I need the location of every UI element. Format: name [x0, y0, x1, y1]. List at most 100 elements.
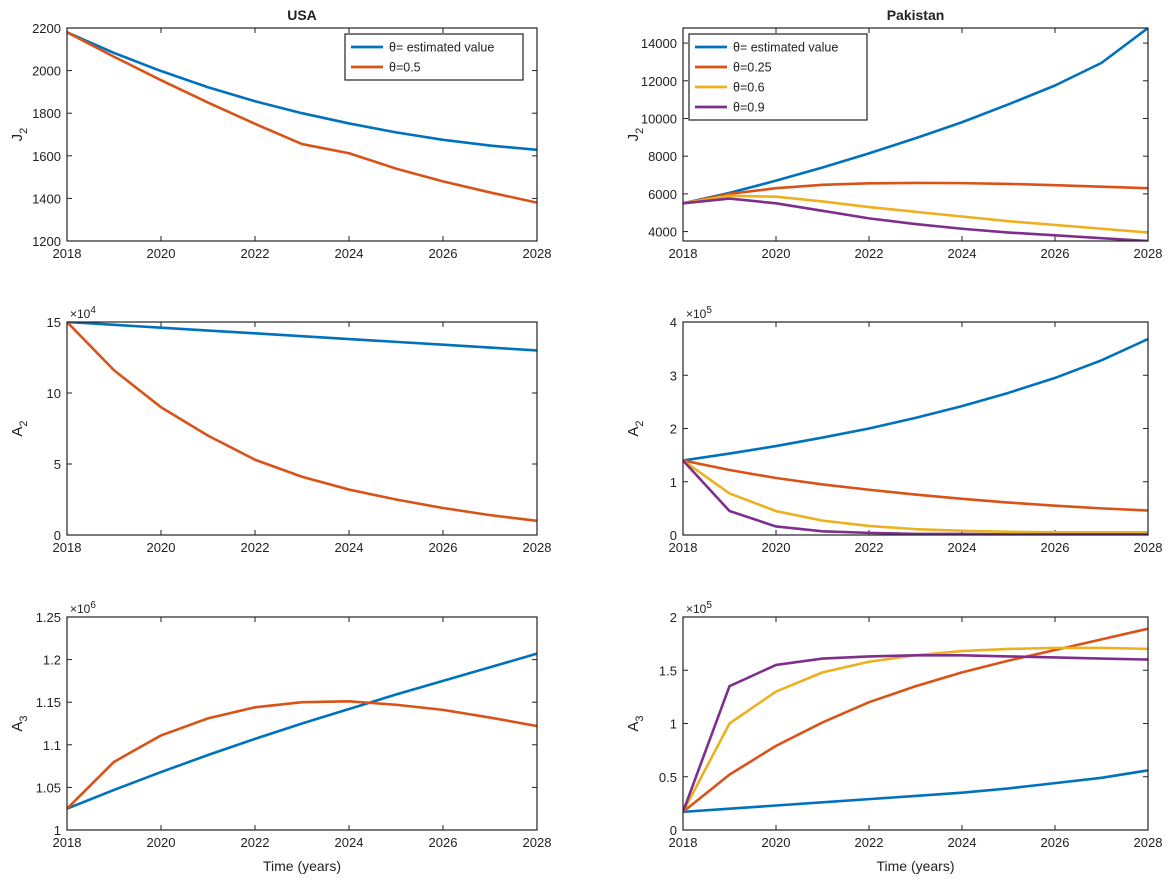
x-tick-label: 2020: [762, 246, 791, 261]
y-tick-label: 2: [670, 610, 677, 625]
x-tick-label: 2026: [1041, 835, 1070, 850]
x-tick-label: 2028: [1134, 835, 1163, 850]
axis-multiplier: ×105: [686, 600, 712, 616]
legend-label-2: θ=0.5: [389, 61, 421, 75]
x-tick-label: 2028: [523, 835, 552, 850]
x-tick-label: 2024: [948, 835, 977, 850]
y-axis-label-sub: 3: [18, 715, 30, 721]
y-axis-label: A3: [625, 715, 646, 731]
series-group: [67, 652, 537, 811]
y-tick-label: 1600: [32, 149, 61, 164]
axis-multiplier-base: ×10: [686, 602, 707, 616]
x-tick-label: 2022: [855, 540, 884, 555]
series-group: [67, 322, 537, 523]
y-axis-label-main: A: [625, 427, 642, 437]
y-tick-label: 1400: [32, 191, 61, 206]
y-tick-label: 10000: [641, 111, 677, 126]
series-line-2: [67, 700, 537, 811]
x-tick-label: 2018: [669, 246, 698, 261]
y-tick-label: 1: [54, 823, 61, 838]
series-line-4: [683, 197, 1148, 241]
x-tick-label: 2026: [429, 246, 458, 261]
axis-multiplier-exponent: 5: [706, 305, 712, 316]
y-tick-label: 4: [670, 315, 677, 330]
y-tick-label: 1: [670, 475, 677, 490]
legend-label-4: θ=0.9: [733, 101, 765, 115]
legend-label-3: θ=0.6: [733, 81, 765, 95]
axis-multiplier-base: ×10: [70, 307, 91, 321]
x-tick-label: 2028: [1134, 540, 1163, 555]
axis-multiplier: ×105: [686, 305, 712, 321]
axes-box: [682, 321, 1149, 536]
series-line-1: [67, 30, 537, 152]
axis-multiplier-base: ×10: [70, 602, 91, 616]
series-line-1: [683, 337, 1148, 462]
legend: θ= estimated value θ=0.25 θ=0.6 θ=0.9: [688, 33, 868, 121]
y-tick-label: 2200: [32, 21, 61, 36]
y-tick-label: 2000: [32, 64, 61, 79]
y-axis-label-main: A: [9, 427, 26, 437]
x-tick-label: 2024: [335, 540, 364, 555]
y-axis-label-sub: 2: [634, 128, 646, 134]
series-line-1: [67, 322, 537, 352]
x-axis-label: Time (years): [263, 858, 341, 874]
y-tick-label: 10: [47, 386, 61, 401]
chart-title: USA: [287, 7, 317, 23]
y-axis-label: A2: [625, 420, 646, 436]
y-tick-label: 5: [54, 457, 61, 472]
x-tick-label: 2024: [948, 540, 977, 555]
x-tick-label: 2026: [429, 540, 458, 555]
y-axis-label-sub: 2: [634, 420, 646, 426]
x-tick-label: 2020: [147, 540, 176, 555]
y-tick-label: 14000: [641, 36, 677, 51]
axis-multiplier: ×104: [70, 305, 96, 321]
y-tick-label: 1: [670, 717, 677, 732]
y-axis-label-sub: 3: [634, 715, 646, 721]
x-tick-label: 2024: [335, 835, 364, 850]
x-tick-label: 2018: [53, 540, 82, 555]
series-group: [683, 28, 1148, 241]
series-line-2: [683, 627, 1148, 814]
legend: θ= estimated value θ=0.5: [344, 33, 524, 81]
y-tick-label: 15: [47, 315, 61, 330]
x-tick-label: 2022: [241, 246, 270, 261]
x-tick-label: 2022: [241, 540, 270, 555]
x-tick-label: 2026: [1041, 540, 1070, 555]
series-line-2: [683, 181, 1148, 205]
y-tick-label: 2: [670, 422, 677, 437]
y-tick-label: 0: [670, 528, 677, 543]
series-line-3: [683, 194, 1148, 234]
y-tick-label: 3: [670, 368, 677, 383]
y-tick-label: 1.2: [43, 653, 61, 668]
x-tick-label: 2018: [53, 246, 82, 261]
x-tick-label: 2026: [429, 835, 458, 850]
x-tick-label: 2018: [669, 835, 698, 850]
y-tick-label: 1.15: [36, 695, 61, 710]
y-tick-label: 1.1: [43, 738, 61, 753]
x-tick-label: 2028: [1134, 246, 1163, 261]
x-tick-label: 2022: [241, 835, 270, 850]
x-tick-label: 2018: [669, 540, 698, 555]
series-line-2: [683, 459, 1148, 512]
x-tick-label: 2024: [948, 246, 977, 261]
series-group: [67, 30, 537, 204]
y-tick-label: 1200: [32, 234, 61, 249]
x-tick-label: 2022: [855, 835, 884, 850]
y-axis-label: A2: [9, 420, 30, 436]
plot-area: [67, 322, 537, 535]
series-line-3: [683, 459, 1148, 534]
x-tick-label: 2028: [523, 246, 552, 261]
y-tick-label: 1.05: [36, 780, 61, 795]
y-tick-label: 0: [54, 528, 61, 543]
y-tick-label: 12000: [641, 74, 677, 89]
y-axis-label-sub: 2: [18, 420, 30, 426]
axis-multiplier-base: ×10: [686, 307, 707, 321]
chart-panel-3: 2018 2020 2022 2024 2026 2028 0 5 10 15 A2 ×104: [9, 305, 551, 555]
series-group: [683, 627, 1148, 814]
plot-area: [683, 322, 1148, 535]
series-line-4: [683, 654, 1148, 814]
x-tick-label: 2020: [762, 540, 791, 555]
y-tick-label: 6000: [648, 187, 677, 202]
